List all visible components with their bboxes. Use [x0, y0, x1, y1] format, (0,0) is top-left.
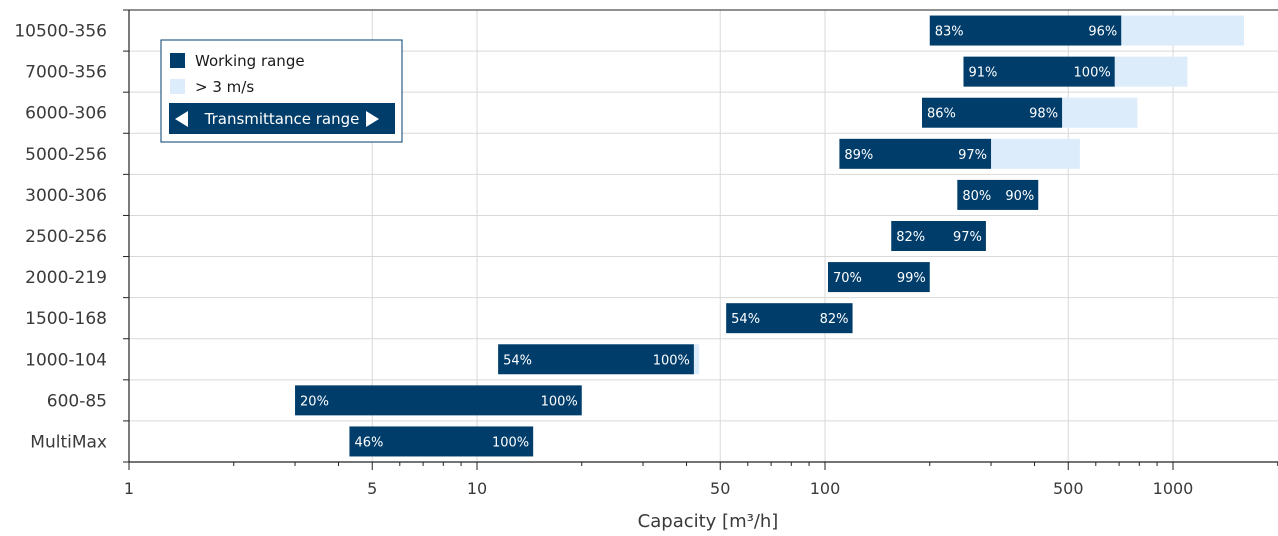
- bar-working-range: [891, 221, 986, 251]
- x-tick-label: 50: [710, 479, 730, 498]
- category-label: 2500-256: [25, 227, 107, 247]
- right-arrow-icon: [366, 111, 379, 127]
- legend-range-label: Transmittance range: [204, 110, 360, 128]
- transmittance-end-label: 96%: [1088, 25, 1117, 40]
- bar-layer: 83% 96% 91% 100% 86% 98% 89% 97% 80% 90% 82% 97% 70%…: [295, 15, 1245, 457]
- bar-working-range: [498, 344, 694, 375]
- transmittance-start-label: 70%: [833, 271, 862, 286]
- legend-label-working: Working range: [195, 52, 305, 70]
- bar-working-range: [726, 303, 853, 334]
- transmittance-end-label: 100%: [653, 353, 690, 368]
- transmittance-end-label: 99%: [897, 271, 926, 286]
- axis-layer: [123, 9, 1278, 470]
- bar-working-range: [349, 426, 534, 457]
- label-layer: 1 5 10 50 100 500 1000 10500-356 7000-356 6000-30…: [14, 22, 1193, 498]
- category-label: 600-85: [47, 391, 107, 411]
- transmittance-end-label: 100%: [1074, 66, 1111, 81]
- transmittance-start-label: 91%: [968, 66, 997, 81]
- bar-working-range: [827, 262, 930, 293]
- x-tick-label: 1: [124, 479, 134, 498]
- legend-swatch-extended: [170, 79, 185, 94]
- transmittance-end-label: 90%: [1005, 189, 1034, 204]
- category-label: 5000-256: [25, 145, 107, 165]
- transmittance-end-label: 100%: [492, 435, 529, 450]
- bar-working-range: [929, 15, 1122, 46]
- bar-working-range: [963, 56, 1115, 87]
- x-axis-title: Capacity [m³/h]: [638, 511, 779, 532]
- transmittance-start-label: 54%: [503, 353, 532, 368]
- transmittance-start-label: 20%: [300, 394, 329, 409]
- left-arrow-icon: [175, 111, 188, 127]
- x-tick-label: 500: [1053, 479, 1084, 498]
- category-label: 1500-168: [25, 309, 107, 329]
- category-label: 7000-356: [25, 63, 107, 83]
- x-tick-label: 100: [810, 479, 841, 498]
- transmittance-end-label: 100%: [541, 394, 578, 409]
- category-label: 1000-104: [25, 350, 107, 370]
- bar-working-range: [839, 138, 992, 169]
- bar-extended-range: [991, 138, 1080, 169]
- transmittance-start-label: 86%: [927, 107, 956, 122]
- bar-extended-range: [1121, 15, 1245, 46]
- transmittance-start-label: 89%: [844, 148, 873, 163]
- transmittance-end-label: 82%: [820, 312, 849, 327]
- category-label: MultiMax: [30, 432, 107, 452]
- category-label: 2000-219: [25, 268, 107, 288]
- transmittance-end-label: 97%: [958, 148, 987, 163]
- transmittance-end-label: 97%: [953, 230, 982, 245]
- transmittance-start-label: 46%: [354, 435, 383, 450]
- legend: Working range > 3 m/s Transmittance rang…: [160, 39, 403, 143]
- transmittance-start-label: 54%: [731, 312, 760, 327]
- transmittance-start-label: 83%: [935, 25, 964, 40]
- legend-swatch-working: [170, 53, 185, 68]
- x-tick-label: 5: [367, 479, 377, 498]
- x-tick-label: 1000: [1153, 479, 1194, 498]
- legend-range-bar: [169, 103, 395, 134]
- transmittance-start-label: 82%: [896, 230, 925, 245]
- bar-working-range: [295, 385, 582, 416]
- category-label: 10500-356: [14, 22, 107, 42]
- category-label: 3000-306: [25, 186, 107, 206]
- legend-label-extended: > 3 m/s: [195, 78, 254, 96]
- bar-working-range: [957, 179, 1039, 210]
- transmittance-end-label: 98%: [1029, 107, 1058, 122]
- bar-working-range: [922, 97, 1063, 128]
- bar-extended-range: [693, 344, 700, 375]
- category-label: 6000-306: [25, 104, 107, 124]
- bar-extended-range: [1114, 56, 1188, 87]
- bar-extended-range: [1062, 97, 1138, 128]
- x-tick-label: 10: [467, 479, 487, 498]
- transmittance-start-label: 80%: [962, 189, 991, 204]
